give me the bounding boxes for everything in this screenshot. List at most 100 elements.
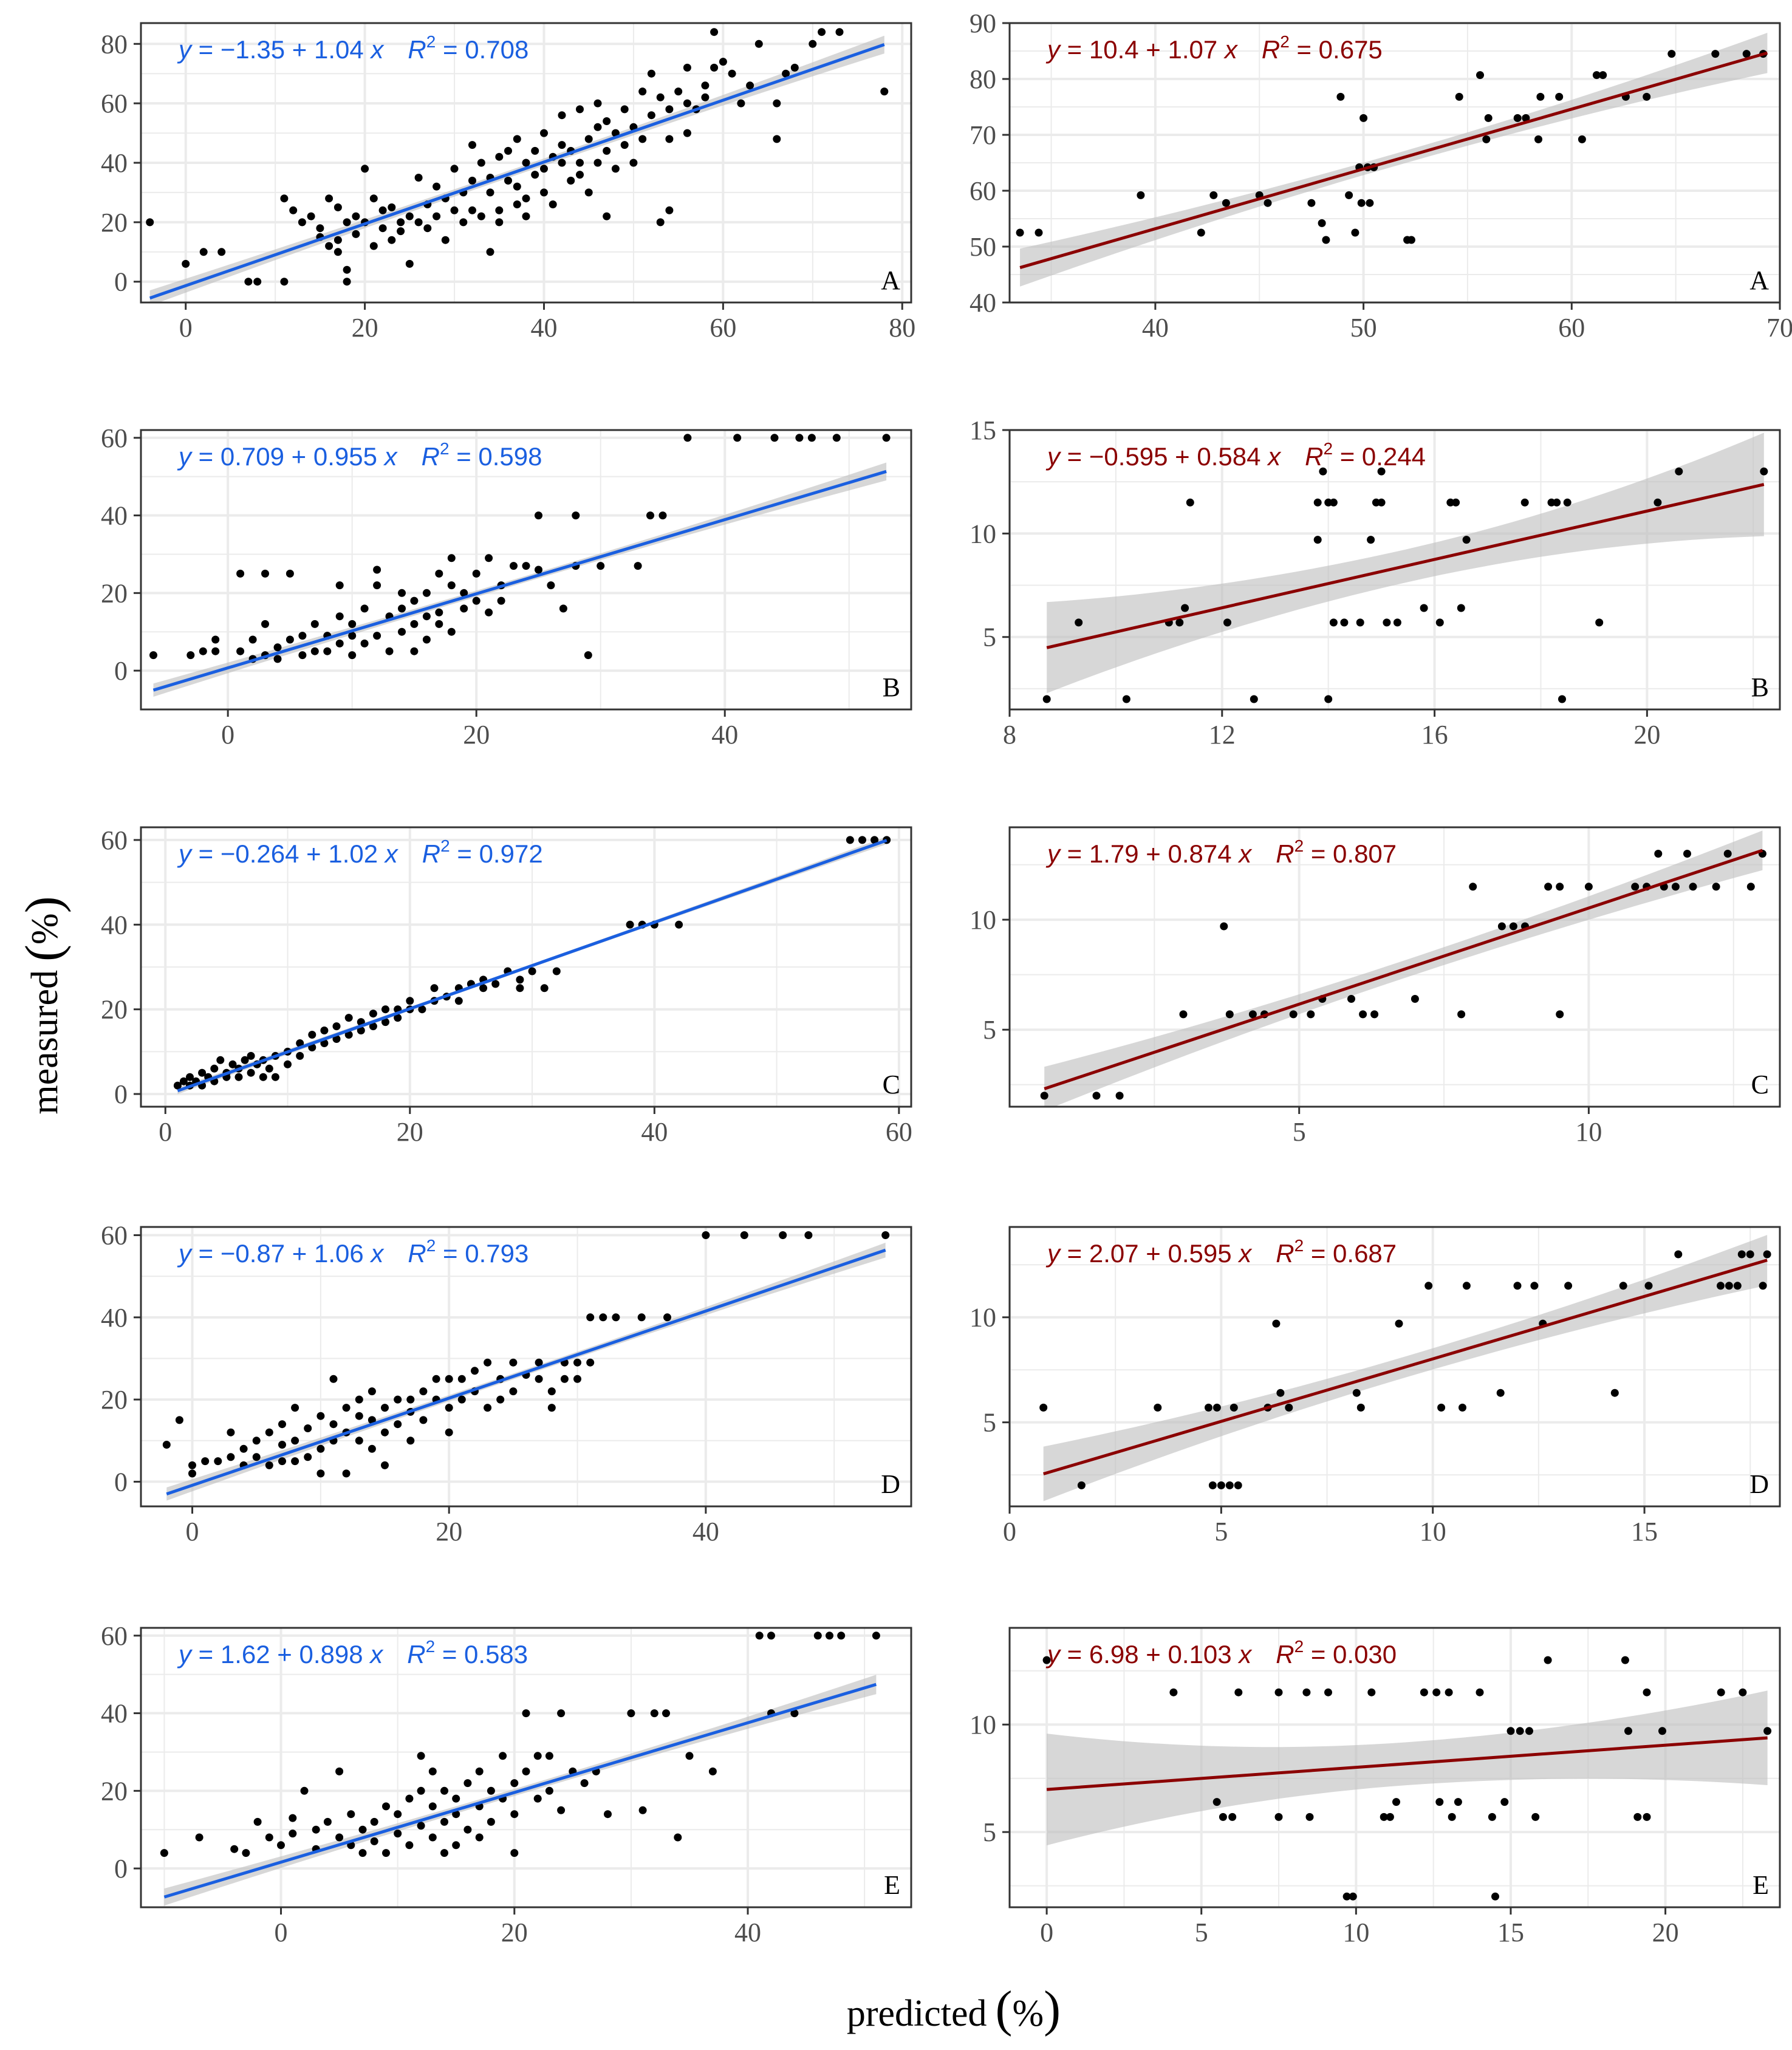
data-point: [417, 1822, 425, 1830]
panel-e-left: 0 20 40 0 20 40 60 Ey = 1.62 + 0.898 x R2 = 0.58…: [101, 1621, 912, 1947]
data-point: [1035, 228, 1043, 237]
panel-c-left: 0 20 40 60 0 20 40 60 Cy = −0.264 + 1.02 x R2 = 0…: [101, 825, 912, 1147]
confidence-band: [1047, 432, 1764, 694]
x-tick-label: 50: [1350, 313, 1377, 343]
x-tick-label: 60: [710, 313, 736, 343]
data-point: [278, 1457, 286, 1466]
data-point: [360, 604, 369, 613]
data-point: [186, 651, 195, 660]
data-point: [1513, 114, 1522, 122]
data-point: [239, 1444, 248, 1453]
data-point: [447, 554, 456, 562]
regression-equation: y = −0.264 + 1.02 x R2 = 0.972: [177, 836, 543, 868]
data-point: [710, 28, 719, 36]
data-point: [406, 997, 414, 1005]
eq-terms: = 1.62 + 0.898: [191, 1640, 370, 1669]
data-point: [428, 1802, 437, 1811]
data-point: [1445, 1688, 1453, 1696]
data-point: [629, 159, 638, 167]
data-point: [370, 1817, 378, 1826]
data-point: [1555, 92, 1564, 101]
data-point: [1452, 498, 1460, 507]
data-point: [347, 1810, 355, 1819]
data-point: [394, 1420, 402, 1429]
panel-b-right: 8 12 16 20 5 10 15 By = −0.595 + 0.584 x R2 = 0.…: [970, 415, 1781, 750]
data-point: [335, 1767, 344, 1775]
data-point: [1302, 1688, 1311, 1696]
x-tick-label: 40: [693, 1517, 719, 1546]
data-point: [1186, 498, 1194, 507]
data-point: [244, 278, 253, 286]
y-tick-label: 0: [114, 656, 128, 686]
data-point: [405, 1841, 414, 1850]
data-point: [484, 1358, 492, 1367]
data-point: [1225, 1481, 1234, 1489]
data-point: [440, 1817, 448, 1826]
data-point: [343, 265, 351, 274]
eq-y: y: [177, 35, 193, 64]
data-point: [1432, 1688, 1441, 1696]
data-point: [227, 1453, 235, 1461]
data-point: [1420, 1688, 1428, 1696]
data-point: [1457, 1010, 1466, 1019]
panel-letter: D: [1749, 1469, 1769, 1499]
data-point: [435, 620, 443, 628]
eq-r2-value: = 0.972: [450, 839, 543, 868]
data-point: [1212, 1798, 1221, 1806]
data-point: [531, 146, 539, 155]
data-point: [535, 1375, 543, 1383]
x-tick-label: 0: [275, 1918, 288, 1947]
regression-equation: y = 6.98 + 0.103 x R2 = 0.030: [1045, 1637, 1397, 1669]
data-point: [332, 1035, 341, 1043]
data-point: [497, 596, 505, 605]
panel-c-right: 5 10 5 10 Cy = 1.79 + 0.874 x R2 = 0.807: [970, 826, 1781, 1147]
data-point: [286, 635, 294, 644]
x-tick-label: 20: [352, 313, 378, 343]
data-point: [1395, 1319, 1403, 1328]
eq-r2-value: = 0.244: [1333, 442, 1426, 471]
data-point: [813, 1631, 822, 1640]
data-point: [369, 1010, 377, 1018]
data-point: [286, 569, 294, 578]
data-point: [333, 236, 342, 244]
data-point: [419, 1387, 428, 1396]
x-tick-label: 0: [1040, 1918, 1053, 1947]
data-point: [298, 651, 307, 660]
y-tick-label: 20: [101, 995, 128, 1025]
data-point: [1631, 883, 1640, 891]
data-point: [674, 87, 683, 96]
data-point: [1016, 228, 1024, 237]
data-point: [352, 212, 360, 220]
data-point: [1595, 618, 1604, 627]
data-point: [298, 218, 306, 227]
data-point: [1520, 498, 1529, 507]
data-point: [531, 171, 539, 179]
data-points: [149, 434, 891, 663]
data-point: [463, 1779, 472, 1788]
data-point: [545, 1752, 553, 1760]
data-point: [463, 1825, 472, 1834]
data-point: [381, 1428, 389, 1437]
eq-y: y: [177, 839, 193, 868]
panel-letter: B: [883, 672, 900, 702]
data-point: [323, 647, 332, 655]
data-point: [1658, 1727, 1666, 1735]
data-point: [242, 1849, 250, 1857]
data-point: [1222, 199, 1230, 207]
panel-a-right: 40 50 60 70 40 50 60 70 80 90 Ay = 10.4 + 1.07 x R2…: [970, 9, 1792, 343]
data-point: [1737, 1250, 1746, 1259]
data-point: [1564, 1282, 1573, 1290]
data-points: [1040, 850, 1766, 1100]
eq-r: R: [1276, 1640, 1294, 1669]
data-point: [545, 1786, 553, 1795]
data-point: [510, 562, 518, 570]
data-point: [410, 596, 419, 605]
data-point: [1248, 1010, 1257, 1019]
panel-b-left: 0 20 40 0 20 40 60 By = 0.709 + 0.955 x R2 = 0.5…: [101, 423, 912, 750]
data-point: [423, 224, 432, 233]
x-tick-label: 40: [711, 720, 738, 750]
data-point: [381, 1005, 389, 1014]
data-point: [1313, 498, 1322, 507]
regression-line: [1046, 1736, 1768, 1791]
data-point: [355, 1437, 363, 1445]
